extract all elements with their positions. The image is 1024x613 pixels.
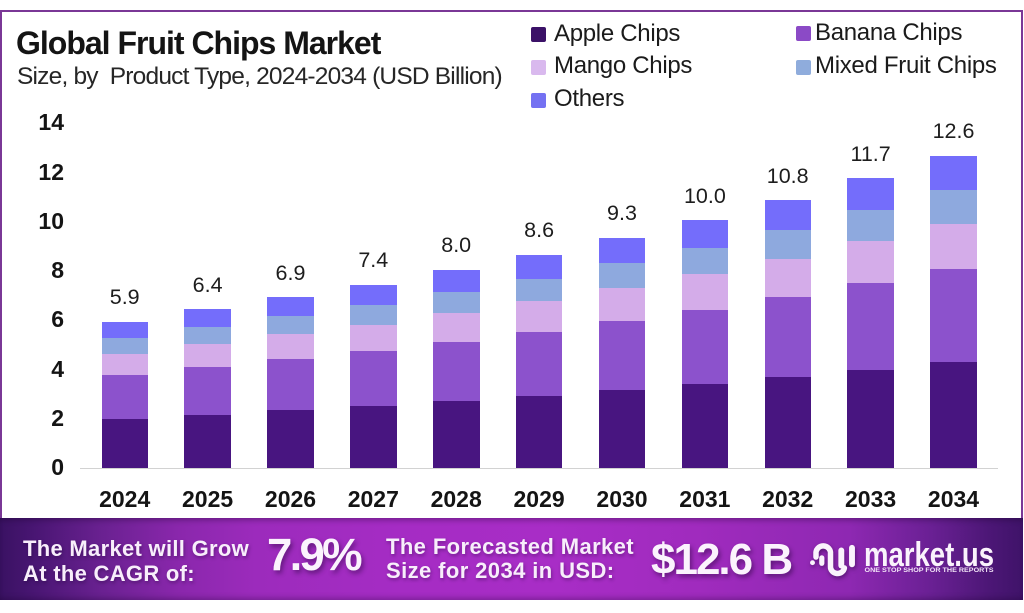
svg-text:market.us: market.us xyxy=(864,536,994,574)
svg-text:ONE STOP SHOP FOR THE REPORTS: ONE STOP SHOP FOR THE REPORTS xyxy=(865,567,995,574)
